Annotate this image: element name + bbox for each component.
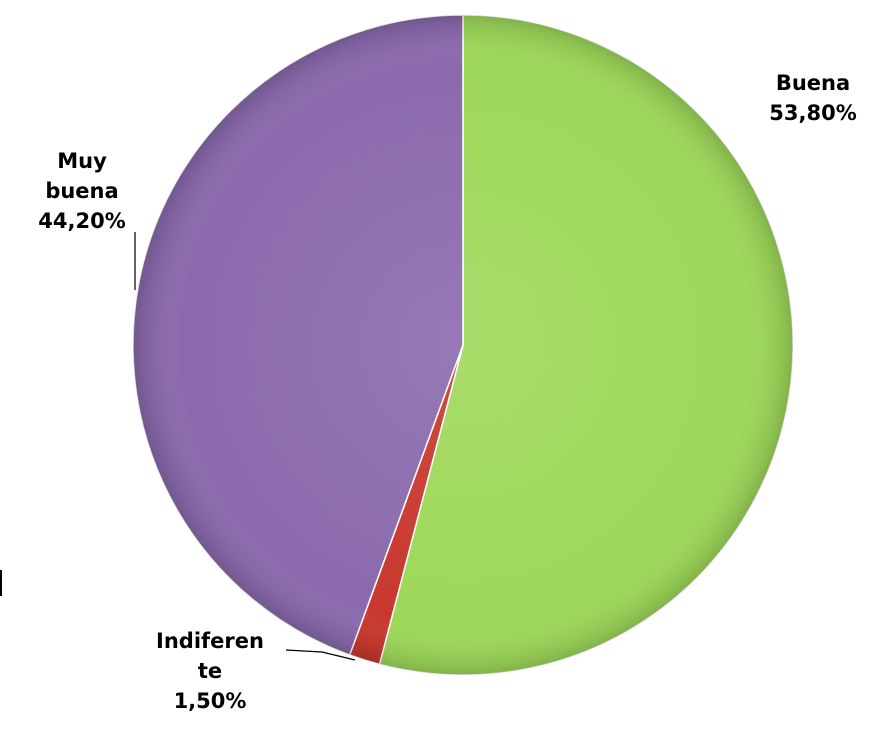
data-label-value: 1,50% (174, 689, 247, 713)
leader-lines (134, 232, 356, 661)
data-labels: Buena 53,80% Indiferen te 1,50% Muy buena 44,20… (38, 71, 856, 713)
data-label-value: 53,80% (769, 101, 856, 125)
edge-tick-mark (0, 570, 2, 596)
data-label-value: 44,20% (38, 209, 125, 233)
data-label-category: te (198, 659, 222, 683)
data-label-buena: Buena 53,80% (769, 71, 856, 125)
data-label-muy-buena: Muy buena 44,20% (38, 149, 125, 233)
data-label-category: buena (45, 179, 118, 203)
pie-slices (132, 14, 794, 676)
data-label-category: Indiferen (156, 629, 264, 653)
data-label-indiferente: Indiferen te 1,50% (156, 629, 264, 713)
leader-line-indiferente (285, 649, 356, 661)
data-label-category: Muy (57, 149, 107, 173)
data-label-category: Buena (776, 71, 850, 95)
